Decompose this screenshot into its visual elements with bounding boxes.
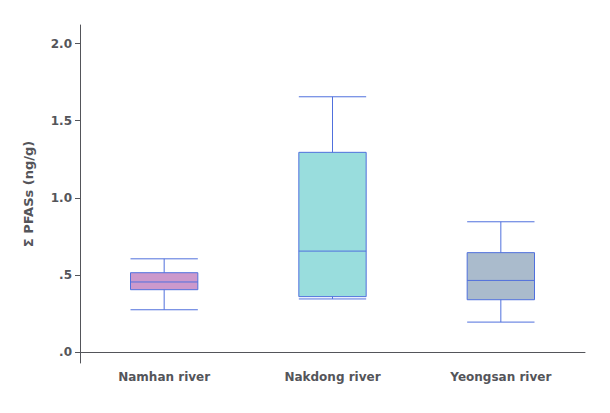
svg-text:.5: .5 [59, 268, 72, 282]
svg-text:1.0: 1.0 [51, 191, 72, 205]
svg-text:Σ PFASs (ng/g): Σ PFASs (ng/g) [21, 141, 36, 248]
svg-text:Yeongsan river: Yeongsan river [449, 370, 551, 384]
svg-text:Namhan river: Namhan river [118, 370, 210, 384]
svg-text:.0: .0 [59, 345, 72, 359]
svg-text:Nakdong river: Nakdong river [284, 370, 380, 384]
svg-text:1.5: 1.5 [51, 114, 72, 128]
svg-text:2.0: 2.0 [51, 37, 72, 51]
